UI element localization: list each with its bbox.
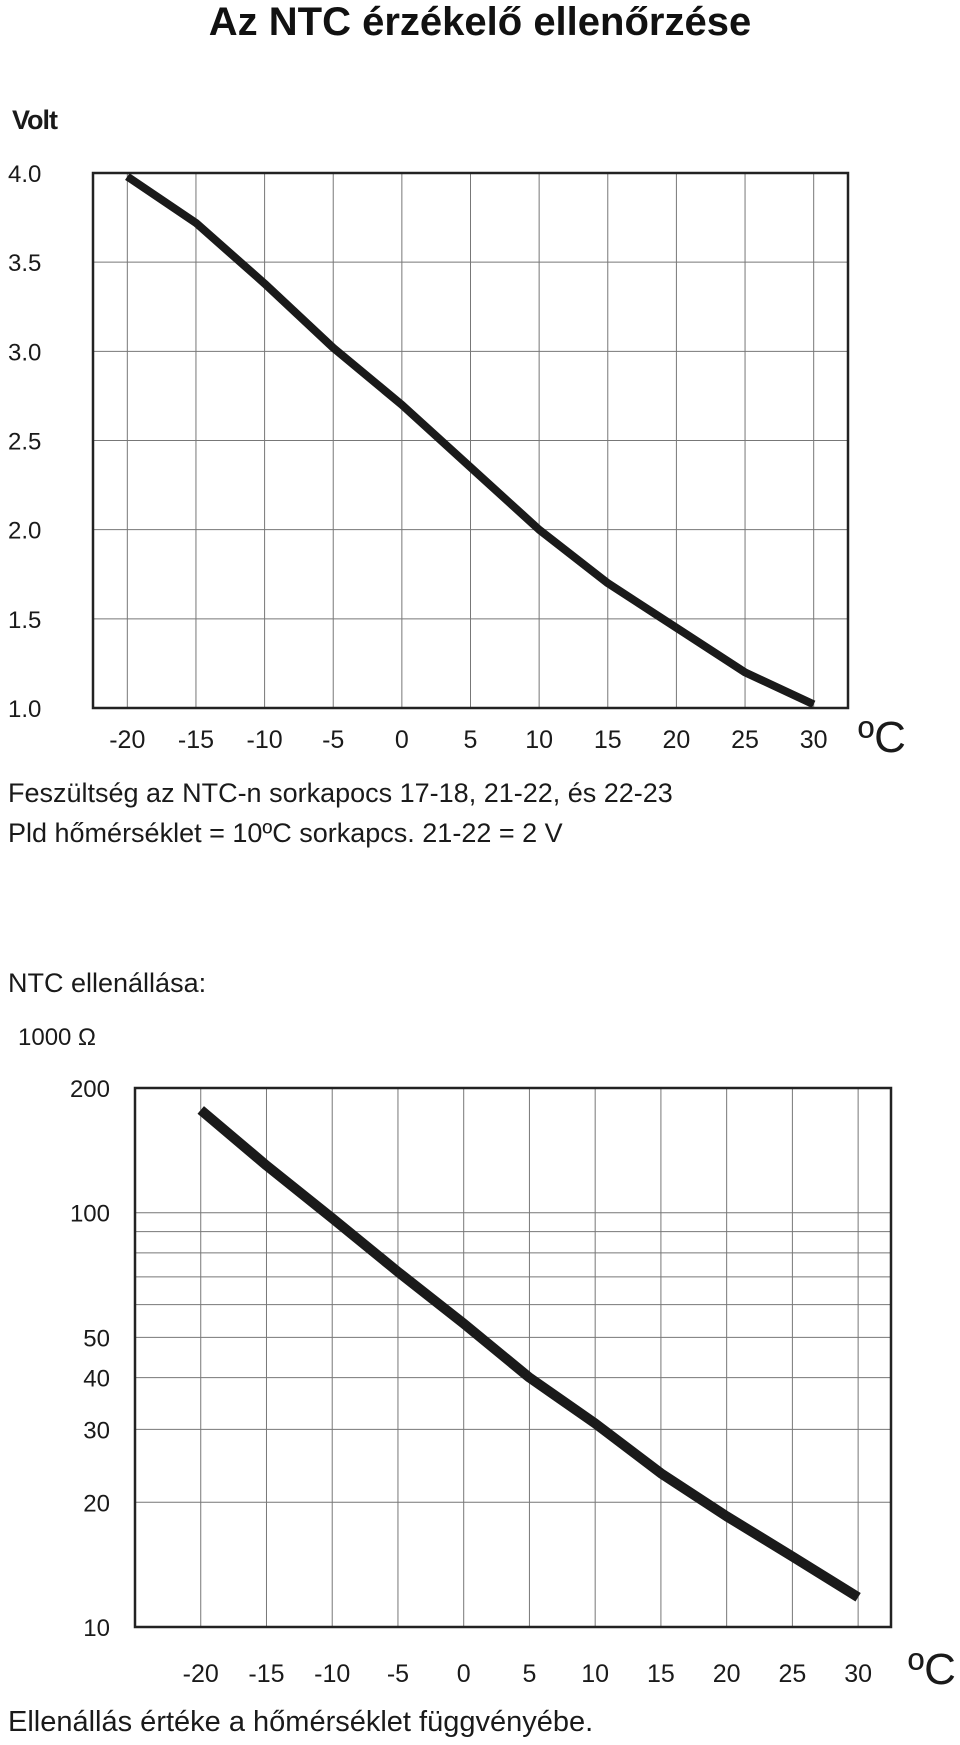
y-tick-label: 30: [83, 1417, 110, 1444]
x-tick-label: -20: [109, 726, 145, 754]
x-tick-label: 10: [525, 726, 553, 754]
x-tick-label: -15: [178, 726, 214, 754]
y-tick-label: 1.5: [8, 607, 41, 634]
voltage-description-line2: Pld hőmérséklet = 10ºC sorkapcs. 21-22 =…: [8, 818, 563, 848]
y-tick-label: 3.5: [8, 250, 41, 277]
y-tick-label: 40: [83, 1366, 110, 1393]
x-axis-unit: ºC: [908, 1645, 956, 1694]
y-tick-label: 1.0: [8, 696, 41, 723]
y-tick-label: 10: [83, 1615, 110, 1642]
x-tick-label: -5: [387, 1660, 409, 1688]
y-tick-label: 20: [83, 1490, 110, 1517]
y-tick-label: 2.5: [8, 429, 41, 456]
page-title: Az NTC érzékelő ellenőrzése: [208, 0, 752, 44]
x-tick-label: -5: [322, 726, 344, 754]
resistance-heading: NTC ellenállása:: [8, 968, 207, 998]
x-tick-label: -10: [314, 1660, 350, 1688]
x-tick-label: 5: [522, 1660, 536, 1688]
x-tick-label: -20: [183, 1660, 219, 1688]
x-tick-label: 5: [464, 726, 478, 754]
voltage-chart: -20 -15 -10 -5 0 5 10 15 20 25 30 4.0 3.5 3.0 2.5 2.0 1.…: [8, 161, 906, 762]
resistance-axis-unit: 1000 Ω: [18, 1024, 96, 1051]
y-tick-label: 50: [83, 1325, 110, 1352]
y-tick-label: 2.0: [8, 518, 41, 545]
x-tick-label: 20: [713, 1660, 741, 1688]
resistance-caption: Ellenállás értéke a hőmérséklet függvény…: [8, 1706, 594, 1738]
x-tick-label: 30: [844, 1660, 872, 1688]
plot-frame: [91, 171, 850, 710]
y-tick-label: 3.0: [8, 339, 41, 366]
x-tick-label: -15: [248, 1660, 284, 1688]
x-tick-label: 10: [581, 1660, 609, 1688]
x-axis-unit: ºC: [858, 713, 906, 762]
x-tick-label: 30: [800, 726, 828, 754]
x-tick-label: 20: [663, 726, 691, 754]
x-tick-label: -10: [247, 726, 283, 754]
x-tick-label: 15: [647, 1660, 675, 1688]
y-tick-label: 100: [70, 1201, 110, 1228]
x-tick-label: 15: [594, 726, 622, 754]
y-tick-label: 200: [70, 1076, 110, 1103]
y-tick-label: 4.0: [8, 161, 41, 188]
voltage-axis-unit: Volt: [12, 105, 58, 135]
x-tick-label: 25: [731, 726, 759, 754]
x-tick-label: 0: [457, 1660, 471, 1688]
x-tick-label: 0: [395, 726, 409, 754]
plot-frame: [133, 1086, 893, 1629]
x-tick-label: 25: [778, 1660, 806, 1688]
voltage-description-line1: Feszültség az NTC-n sorkapocs 17-18, 21-…: [8, 778, 673, 808]
